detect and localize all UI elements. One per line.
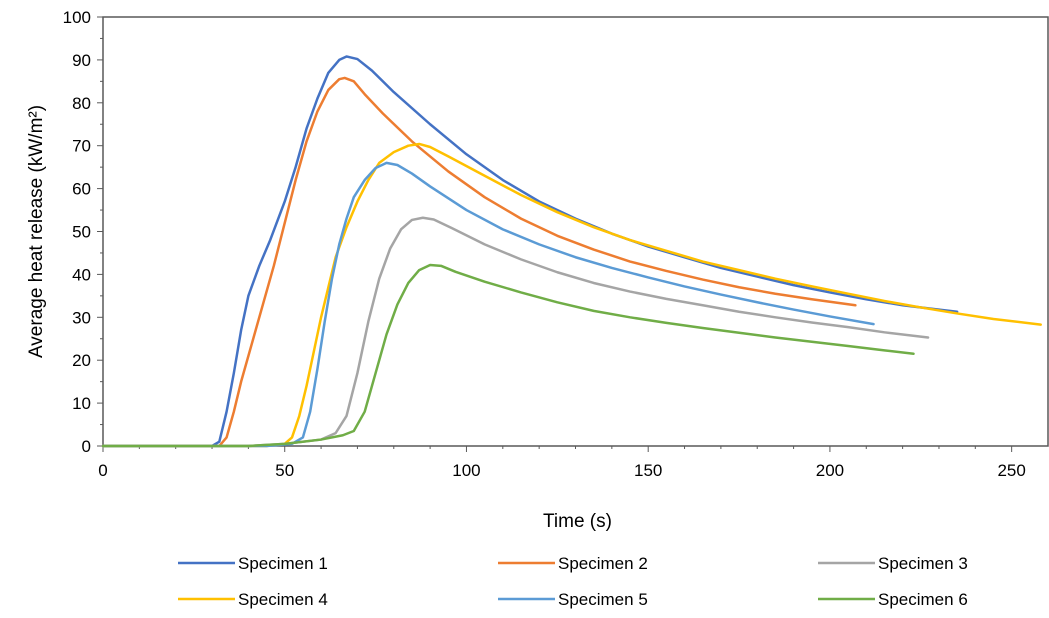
y-tick-label: 20 bbox=[72, 351, 91, 370]
x-tick-label: 250 bbox=[997, 461, 1025, 480]
y-tick-label: 30 bbox=[72, 308, 91, 327]
legend-item-specimen-4: Specimen 4 bbox=[178, 590, 328, 609]
legend-item-specimen-1: Specimen 1 bbox=[178, 554, 328, 573]
y-tick-label: 70 bbox=[72, 137, 91, 156]
series-line-specimen-1 bbox=[101, 55, 959, 448]
series-line-specimen-3 bbox=[101, 216, 930, 448]
x-tick-label: 200 bbox=[816, 461, 844, 480]
series-lines bbox=[101, 55, 1042, 448]
legend-label: Specimen 1 bbox=[238, 554, 328, 573]
legend-item-specimen-3: Specimen 3 bbox=[818, 554, 968, 573]
plot-frame bbox=[102, 16, 1049, 447]
x-tick-label: 150 bbox=[634, 461, 662, 480]
x-tick-label: 50 bbox=[275, 461, 294, 480]
y-tick-label: 100 bbox=[63, 8, 91, 27]
y-tick-label: 0 bbox=[82, 437, 91, 456]
legend-label: Specimen 2 bbox=[558, 554, 648, 573]
x-axis-title: Time (s) bbox=[543, 511, 612, 532]
series-line-specimen-2 bbox=[101, 76, 857, 448]
x-tick-label: 100 bbox=[452, 461, 480, 480]
series-line-specimen-6 bbox=[101, 263, 915, 448]
x-tick-label: 0 bbox=[98, 461, 107, 480]
legend-label: Specimen 5 bbox=[558, 590, 648, 609]
y-axis-title: Average heat release (kW/m²) bbox=[26, 105, 47, 358]
legend: Specimen 1 Specimen 2 Specimen 3 Specimen 4… bbox=[178, 554, 968, 609]
axes: 0 10 20 30 40 50 60 70 80 90 100 0 50 100 150 200 250 bbox=[63, 8, 1049, 480]
y-tick-label: 90 bbox=[72, 51, 91, 70]
y-tick-label: 80 bbox=[72, 94, 91, 113]
legend-label: Specimen 6 bbox=[878, 590, 968, 609]
y-tick-label: 10 bbox=[72, 394, 91, 413]
y-tick-label: 60 bbox=[72, 180, 91, 199]
legend-label: Specimen 4 bbox=[238, 590, 328, 609]
y-tick-label: 40 bbox=[72, 265, 91, 284]
y-tick-label: 50 bbox=[72, 223, 91, 242]
series-line-specimen-4 bbox=[101, 142, 1042, 448]
legend-item-specimen-6: Specimen 6 bbox=[818, 590, 968, 609]
legend-item-specimen-2: Specimen 2 bbox=[498, 554, 648, 573]
legend-label: Specimen 3 bbox=[878, 554, 968, 573]
legend-item-specimen-5: Specimen 5 bbox=[498, 590, 648, 609]
series-line-specimen-5 bbox=[101, 161, 875, 448]
